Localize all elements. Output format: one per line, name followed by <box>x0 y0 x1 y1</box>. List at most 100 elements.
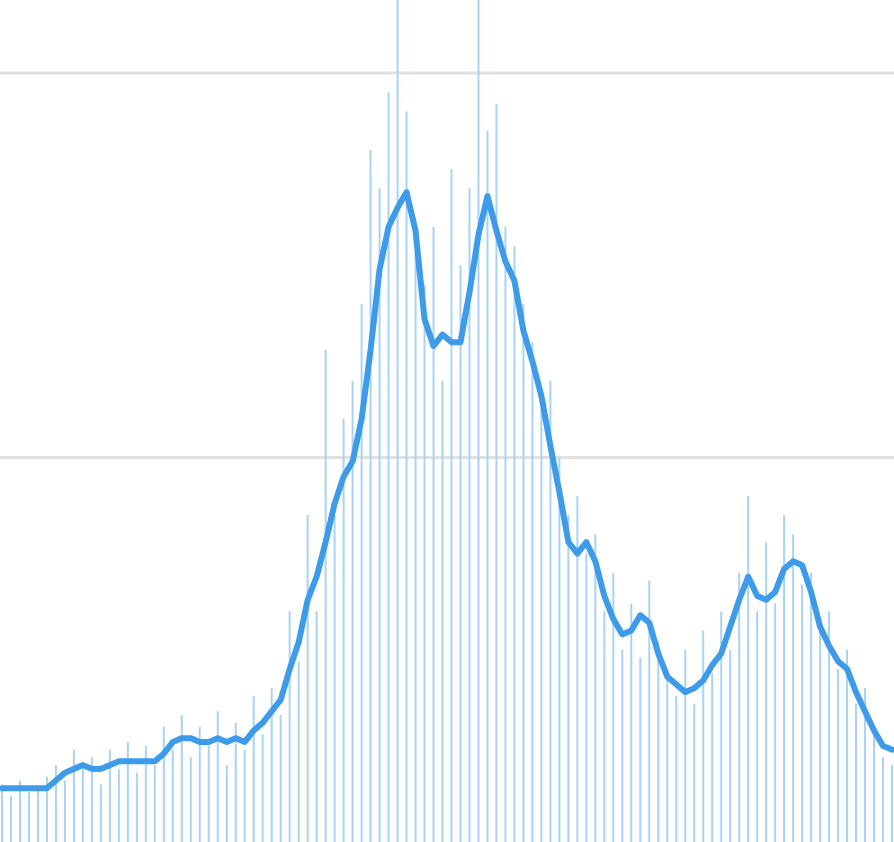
bar <box>810 572 813 842</box>
bar <box>729 649 732 842</box>
bar <box>864 688 867 842</box>
bar <box>477 0 480 842</box>
bar <box>324 349 327 842</box>
bar <box>72 749 75 842</box>
bar <box>9 795 12 842</box>
bar <box>630 603 633 842</box>
bar <box>693 703 696 842</box>
bar <box>531 342 534 842</box>
bar <box>387 92 390 842</box>
bar <box>18 780 21 842</box>
bar <box>108 749 111 842</box>
bar <box>459 265 462 842</box>
bar <box>162 726 165 842</box>
bar <box>342 419 345 842</box>
bar <box>90 757 93 842</box>
bar <box>279 715 282 842</box>
bar <box>828 611 831 842</box>
bar <box>54 765 57 842</box>
bar <box>738 572 741 842</box>
bar <box>315 611 318 842</box>
bar <box>765 542 768 842</box>
bar <box>36 788 39 842</box>
bar <box>252 695 255 842</box>
bar <box>216 711 219 842</box>
bar <box>333 515 336 842</box>
bar <box>639 657 642 842</box>
bar <box>441 380 444 842</box>
bar <box>684 649 687 842</box>
bar <box>594 534 597 842</box>
bar <box>207 745 210 842</box>
bar <box>297 661 300 842</box>
bar <box>540 399 543 842</box>
bar <box>405 111 408 842</box>
bar <box>81 768 84 842</box>
bar <box>117 768 120 842</box>
bar <box>306 515 309 842</box>
bar <box>855 703 858 842</box>
bar <box>801 584 804 842</box>
bar <box>360 303 363 842</box>
bar <box>135 772 138 842</box>
bar <box>567 515 570 842</box>
bar <box>873 726 876 842</box>
bar <box>495 103 498 842</box>
bar <box>720 611 723 842</box>
bar <box>180 715 183 842</box>
bar <box>522 303 525 842</box>
bar <box>351 380 354 842</box>
bar <box>486 130 489 842</box>
bar <box>702 630 705 842</box>
bar <box>666 668 669 842</box>
bar <box>675 695 678 842</box>
bar <box>846 649 849 842</box>
bar <box>792 534 795 842</box>
bar <box>414 219 417 842</box>
bar <box>396 0 399 842</box>
bar <box>657 642 660 842</box>
bar <box>432 226 435 842</box>
bar <box>369 149 372 842</box>
bar <box>270 688 273 842</box>
bar <box>783 515 786 842</box>
bar <box>747 495 750 842</box>
bar <box>234 722 237 842</box>
bar <box>27 792 30 842</box>
bar <box>504 226 507 842</box>
bar <box>243 749 246 842</box>
bar <box>378 188 381 842</box>
bar <box>819 619 822 842</box>
bar <box>423 284 426 842</box>
bar <box>225 765 228 842</box>
bar <box>189 757 192 842</box>
bar <box>756 611 759 842</box>
bar <box>450 169 453 842</box>
bar <box>513 246 516 842</box>
bar <box>711 672 714 842</box>
bar <box>612 572 615 842</box>
bar <box>774 603 777 842</box>
bar <box>621 649 624 842</box>
bar <box>198 726 201 842</box>
bar <box>576 495 579 842</box>
bar <box>837 668 840 842</box>
bar <box>171 749 174 842</box>
bar <box>153 765 156 842</box>
bar <box>99 784 102 842</box>
bar <box>288 611 291 842</box>
bar <box>126 742 129 842</box>
bar <box>261 734 264 842</box>
bar <box>891 765 893 842</box>
bar <box>603 611 606 842</box>
bar <box>144 745 147 842</box>
line <box>0 189 894 792</box>
bar <box>558 457 561 842</box>
bar <box>585 553 588 842</box>
bar <box>648 580 651 842</box>
bar <box>468 188 471 842</box>
bar <box>45 776 48 842</box>
bar <box>882 757 885 842</box>
